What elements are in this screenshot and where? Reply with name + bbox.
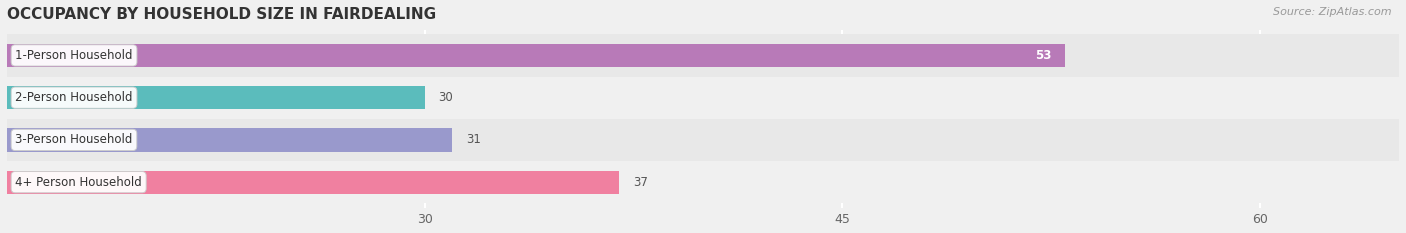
Text: OCCUPANCY BY HOUSEHOLD SIZE IN FAIRDEALING: OCCUPANCY BY HOUSEHOLD SIZE IN FAIRDEALI… <box>7 7 436 22</box>
Text: 2-Person Household: 2-Person Household <box>15 91 132 104</box>
Text: 1-Person Household: 1-Person Household <box>15 49 132 62</box>
Text: 30: 30 <box>439 91 453 104</box>
Bar <box>7 34 1399 76</box>
Bar <box>7 44 1064 67</box>
Bar <box>7 161 1399 203</box>
Bar <box>7 171 620 194</box>
Text: 31: 31 <box>467 134 481 146</box>
Text: 53: 53 <box>1035 49 1052 62</box>
Text: Source: ZipAtlas.com: Source: ZipAtlas.com <box>1274 7 1392 17</box>
Bar <box>7 76 1399 119</box>
Text: 4+ Person Household: 4+ Person Household <box>15 176 142 189</box>
Text: 37: 37 <box>633 176 648 189</box>
Bar <box>7 128 453 151</box>
Bar <box>7 119 1399 161</box>
Text: 3-Person Household: 3-Person Household <box>15 134 132 146</box>
Bar <box>7 86 425 109</box>
